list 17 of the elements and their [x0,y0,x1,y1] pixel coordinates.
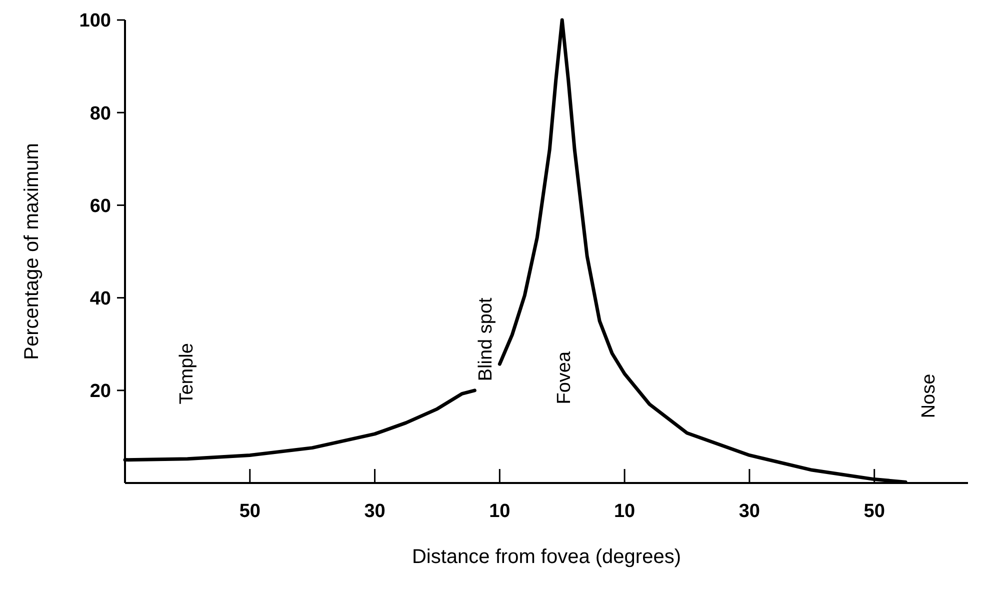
y-tick-label: 60 [90,196,111,217]
x-axis-title: Distance from fovea (degrees) [412,546,682,568]
x-tick-label: 10 [489,501,510,522]
y-tick-label: 80 [90,103,111,124]
y-tick-label: 20 [90,381,111,402]
annotation: Fovea [554,351,576,404]
x-tick-label: 30 [738,501,760,522]
annotation: Blind spot [476,296,497,382]
x-tick-label: 30 [364,501,386,522]
y-tick-label: 40 [90,288,111,310]
y-tick-label: 100 [79,10,111,32]
x-tick-label: 10 [614,501,636,522]
annotation: Nose [918,374,940,418]
y-axis-title: Percentage of maximum [21,143,43,360]
x-tick-label: 50 [864,501,885,522]
x-tick-label: 50 [239,501,260,522]
annotation: Temple [176,343,198,404]
